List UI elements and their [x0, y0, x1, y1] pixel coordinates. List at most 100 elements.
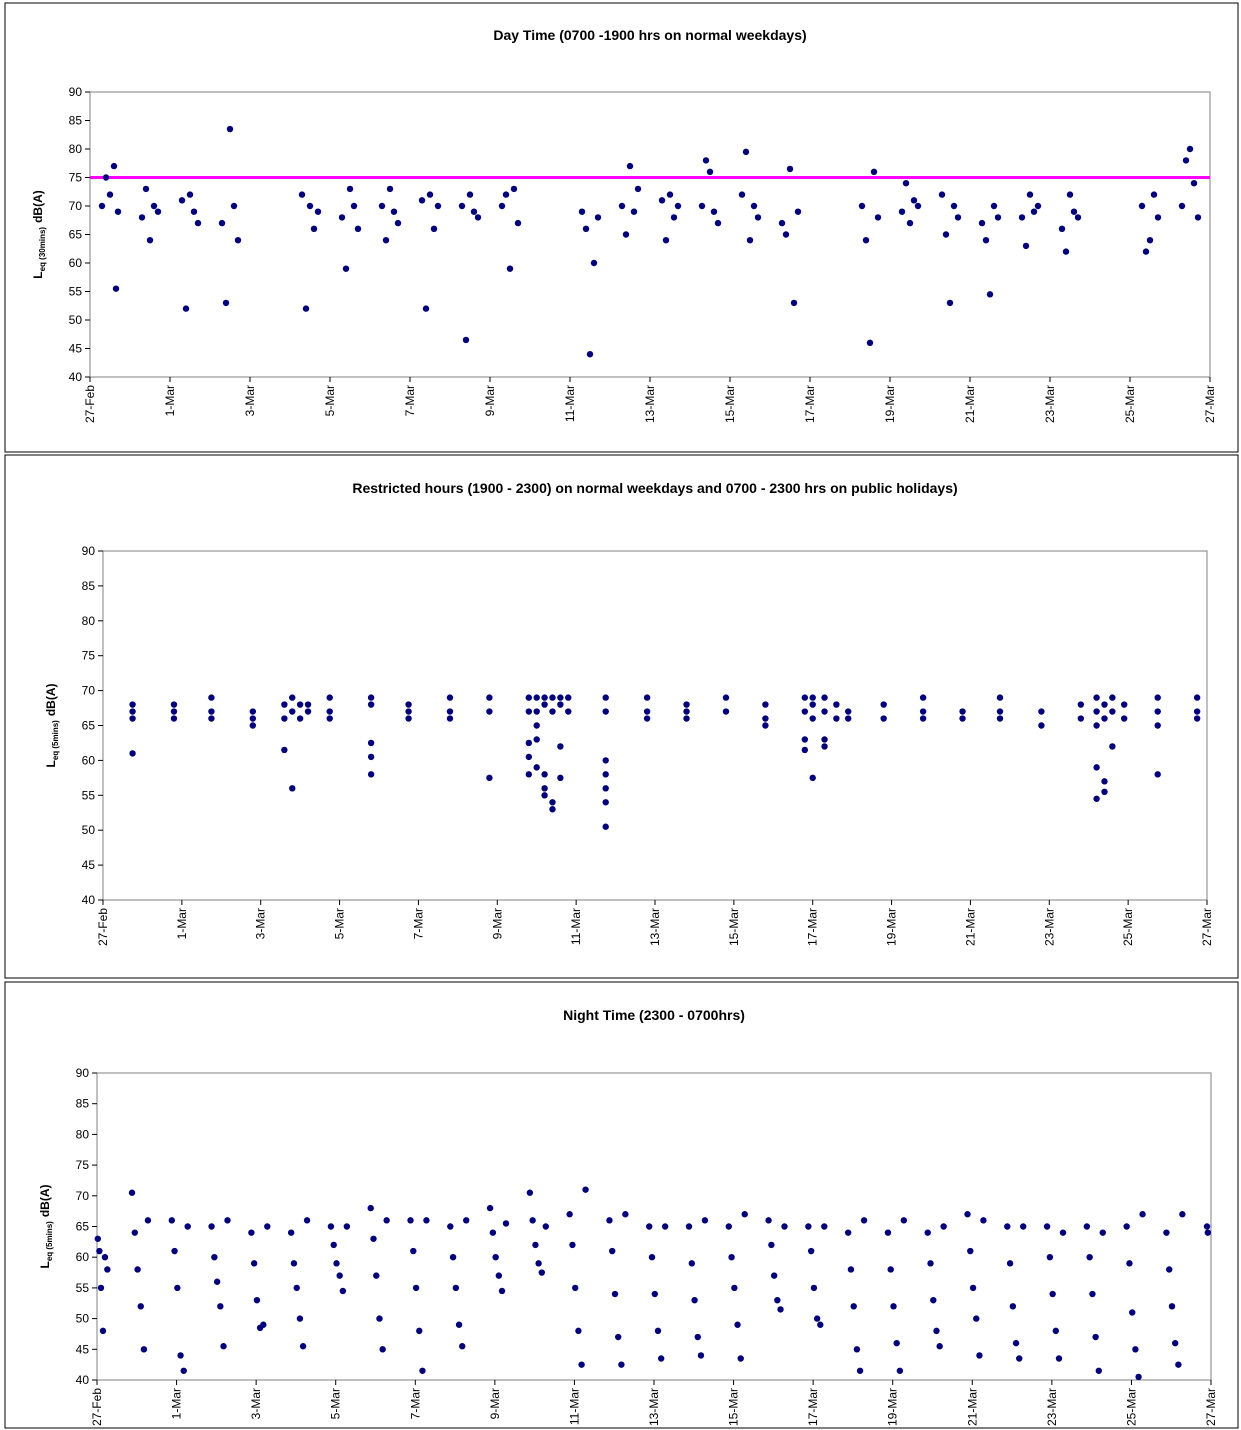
data-point — [762, 715, 769, 722]
data-point — [138, 214, 146, 221]
y-label-unit: dB(A) — [44, 683, 58, 716]
x-tick-label: 7-Mar — [408, 1388, 422, 1419]
data-point — [1034, 202, 1042, 210]
data-point — [541, 771, 548, 778]
data-point — [964, 1211, 971, 1218]
x-tick-label: 3-Mar — [243, 385, 257, 416]
x-tick-label: 27-Mar — [1203, 385, 1217, 423]
data-point — [170, 701, 178, 708]
data-point — [343, 1223, 351, 1230]
data-point — [801, 694, 809, 701]
x-tick-label: 21-Mar — [963, 908, 977, 946]
data-point — [506, 265, 514, 272]
data-point — [434, 202, 442, 210]
data-point — [302, 305, 310, 312]
data-point — [809, 774, 816, 782]
data-point — [112, 285, 120, 292]
y-label-unit: dB(A) — [31, 190, 45, 223]
y-tick-label: 70 — [69, 199, 83, 213]
data-point — [289, 708, 296, 715]
y-tick-label: 60 — [76, 1250, 90, 1264]
data-point — [809, 715, 816, 722]
x-tick-label: 19-Mar — [886, 1388, 900, 1426]
data-point — [296, 1315, 304, 1322]
data-point — [106, 191, 114, 198]
data-point — [845, 715, 852, 722]
data-point — [762, 701, 769, 708]
data-point — [168, 1217, 175, 1224]
data-point — [1166, 1266, 1173, 1273]
data-point — [862, 237, 870, 244]
data-point — [542, 1223, 549, 1230]
x-tick-label: 23-Mar — [1042, 908, 1056, 946]
data-point — [330, 1241, 337, 1249]
data-point — [144, 1217, 152, 1224]
data-point — [474, 214, 482, 221]
y-tick-label: 90 — [82, 544, 96, 558]
data-point — [606, 1217, 613, 1224]
data-point — [220, 1343, 227, 1350]
data-point — [737, 1355, 744, 1362]
data-point — [1093, 694, 1100, 701]
data-point — [418, 197, 426, 204]
data-point — [1150, 191, 1158, 198]
x-tick-label: 3-Mar — [249, 1388, 263, 1419]
data-point — [569, 1241, 576, 1249]
data-point — [1046, 1254, 1054, 1261]
data-point — [765, 1217, 772, 1224]
y-tick-label: 75 — [69, 171, 83, 185]
data-point — [218, 219, 226, 227]
data-point — [634, 185, 642, 193]
data-point — [129, 701, 136, 708]
data-point — [1193, 708, 1201, 715]
data-point — [919, 694, 927, 701]
data-point — [1004, 1223, 1011, 1230]
data-point — [1070, 208, 1078, 215]
data-point — [626, 162, 634, 170]
data-point — [884, 1229, 892, 1236]
data-point — [691, 1296, 698, 1304]
x-tick-label: 13-Mar — [648, 908, 662, 946]
data-point — [426, 191, 434, 198]
y-tick-label: 55 — [69, 285, 83, 299]
data-point — [880, 701, 887, 708]
data-point — [557, 694, 564, 701]
data-point — [586, 351, 594, 358]
data-point — [1139, 1211, 1146, 1218]
data-point — [1038, 708, 1045, 715]
data-point — [533, 764, 540, 771]
data-point — [754, 214, 762, 221]
y-tick-label: 75 — [76, 1158, 90, 1172]
data-point — [1121, 715, 1128, 722]
data-point — [289, 694, 296, 701]
x-tick-label: 9-Mar — [483, 385, 497, 416]
y-tick-label: 45 — [69, 342, 83, 356]
y-label-unit: dB(A) — [38, 1184, 52, 1217]
data-point — [1059, 1229, 1067, 1236]
data-point — [430, 225, 438, 232]
data-point — [906, 219, 914, 227]
data-point — [602, 708, 609, 715]
data-point — [498, 202, 506, 210]
data-point — [230, 202, 238, 210]
data-point — [186, 191, 194, 198]
data-point — [821, 694, 828, 701]
x-tick-label: 11-Mar — [569, 908, 583, 945]
data-point — [777, 1306, 784, 1313]
data-point — [557, 701, 564, 708]
data-point — [614, 1333, 622, 1341]
data-point — [370, 1235, 377, 1242]
data-point — [419, 1367, 426, 1374]
data-point — [326, 694, 333, 701]
y-tick-label: 55 — [82, 788, 96, 802]
data-point — [706, 168, 714, 175]
data-point — [1077, 715, 1085, 722]
data-point — [446, 708, 454, 715]
data-point — [447, 1223, 454, 1230]
data-point — [110, 162, 118, 170]
data-point — [423, 1217, 430, 1224]
data-point — [525, 694, 533, 701]
data-point — [446, 694, 454, 701]
data-point — [557, 774, 564, 782]
